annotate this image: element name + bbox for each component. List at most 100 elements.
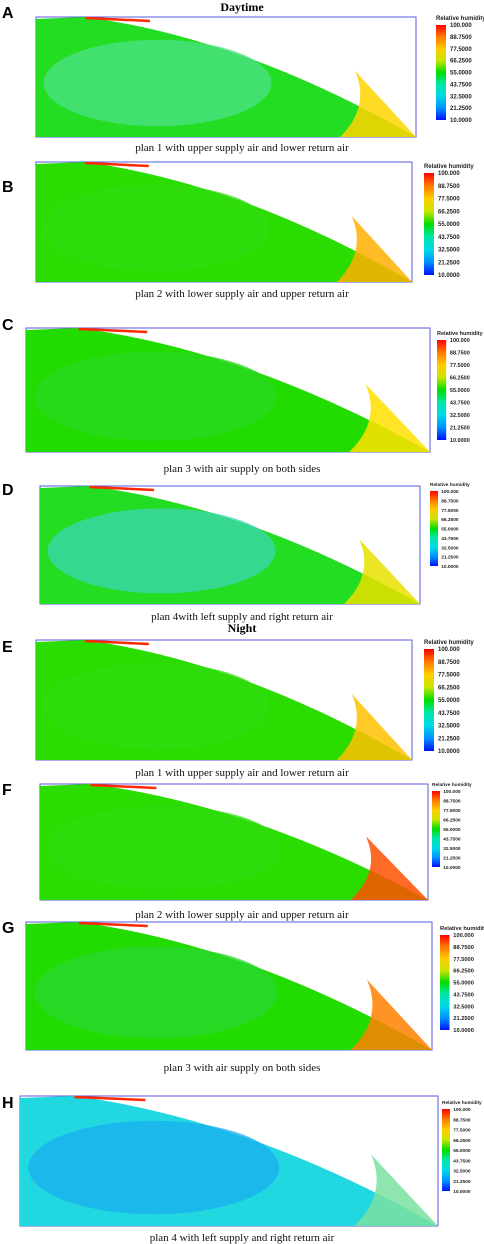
legend-tick-label: 43.7500 <box>443 837 461 843</box>
legend-colorbar <box>424 649 434 751</box>
legend-tick-label: 32.5000 <box>450 413 470 419</box>
legend-colorbar <box>436 25 446 120</box>
legend-title: Relative humidity <box>436 16 484 22</box>
legend-tick-label: 77.5000 <box>438 673 460 679</box>
panel-letter: E <box>2 639 13 656</box>
legend-colorbar <box>430 491 438 566</box>
legend-tick-label: 100.000 <box>450 23 472 29</box>
legend-tick-label: 88.7500 <box>453 945 474 951</box>
legend-tick-label: 66.2500 <box>450 59 472 65</box>
legend-tick-label: 55.0000 <box>453 1148 471 1154</box>
legend-tick-label: 55.0000 <box>450 71 472 77</box>
panel-letter: F <box>2 782 12 799</box>
panel-caption: plan 1 with upper supply air and lower r… <box>135 142 349 154</box>
panel-caption: plan 4with left supply and right return … <box>151 611 333 623</box>
humidity-zone-high <box>350 979 432 1050</box>
legend-tick-label: 10.0000 <box>443 865 461 871</box>
legend-colorbar <box>442 1109 450 1191</box>
legend-tick-label: 43.7500 <box>441 536 459 542</box>
humidity-ridge <box>84 161 149 168</box>
legend-title: Relative humidity <box>432 782 472 788</box>
humidity-ridge <box>78 921 148 928</box>
humidity-ridge <box>78 327 148 334</box>
humidity-zone-interior <box>34 351 277 441</box>
legend-tick-label: 66.2500 <box>438 685 460 691</box>
legend-tick-label: 77.5000 <box>453 1128 471 1134</box>
legend-tick-label: 66.2500 <box>443 818 461 824</box>
panel-letter: G <box>2 920 14 937</box>
legend-tick-label: 88.7500 <box>453 1117 471 1123</box>
legend-tick-label: 32.5000 <box>453 1004 474 1010</box>
legend-title: Relative humidity <box>440 926 484 932</box>
legend-colorbar <box>432 791 440 867</box>
humidity-zone-high <box>354 1154 438 1226</box>
legend-title: Relative humidity <box>424 164 474 170</box>
legend-tick-label: 66.2500 <box>453 1138 471 1144</box>
panel-letter: C <box>2 317 14 334</box>
legend-tick-label: 32.5000 <box>453 1169 471 1175</box>
legend-tick-label: 55.0000 <box>441 527 459 533</box>
legend-tick-label: 66.2500 <box>450 376 470 382</box>
legend-tick-label: 10.0000 <box>438 273 460 279</box>
humidity-zone-high <box>350 836 428 900</box>
legend-title: Relative humidity <box>437 331 484 337</box>
legend-tick-label: 43.7500 <box>453 992 474 998</box>
legend-tick-label: 21.2500 <box>438 736 460 742</box>
legend-tick-label: 55.0000 <box>453 981 474 987</box>
legend-tick-label: 88.7500 <box>438 660 460 666</box>
legend-tick-label: 10.0000 <box>441 564 459 570</box>
humidity-ridge <box>89 485 155 492</box>
humidity-zone-high <box>349 383 430 452</box>
legend-tick-label: 43.7500 <box>453 1158 471 1164</box>
legend-tick-label: 100.000 <box>453 1107 471 1113</box>
panel-caption: plan 4 with left supply and right return… <box>150 1232 335 1244</box>
panel-caption: plan 3 with air supply on both sides <box>164 463 321 475</box>
humidity-zone-high <box>340 71 416 137</box>
legend-tick-label: 66.2500 <box>438 209 460 215</box>
legend-tick-label: 100.000 <box>441 489 459 495</box>
legend-tick-label: 10.0000 <box>453 1028 474 1034</box>
humidity-ridge <box>85 16 151 23</box>
legend-title: Relative humidity <box>442 1100 482 1106</box>
legend-tick-label: 77.5000 <box>453 957 474 963</box>
humidity-zone-high <box>336 216 412 282</box>
legend-tick-label: 43.7500 <box>438 711 460 717</box>
legend-tick-label: 77.5000 <box>438 197 460 203</box>
legend-tick-label: 66.2500 <box>453 969 474 975</box>
legend-tick-label: 55.0000 <box>438 698 460 704</box>
legend-tick-label: 88.7500 <box>443 799 461 805</box>
section-title-night: Night <box>227 621 257 635</box>
legend-tick-label: 100.000 <box>443 789 461 795</box>
legend-tick-label: 32.5000 <box>450 94 472 100</box>
legend-tick-label: 77.5000 <box>450 363 470 369</box>
humidity-zone-interior <box>47 806 281 890</box>
legend-colorbar <box>437 340 447 440</box>
legend-tick-label: 77.5000 <box>443 808 461 814</box>
legend-tick-label: 100.000 <box>450 338 470 344</box>
legend-tick-label: 21.2500 <box>450 106 472 112</box>
humidity-zone-interior <box>43 662 270 750</box>
legend-tick-label: 88.7500 <box>438 184 460 190</box>
legend-tick-label: 21.2500 <box>453 1179 471 1185</box>
legend-tick-label: 88.7500 <box>441 498 459 504</box>
legend-tick-label: 10.0000 <box>453 1189 471 1195</box>
section-title-daytime: Daytime <box>220 0 264 14</box>
legend-colorbar <box>440 935 450 1030</box>
humidity-zone-high <box>344 539 420 604</box>
legend-tick-label: 10.0000 <box>450 438 470 444</box>
legend-tick-label: 55.0000 <box>443 827 461 833</box>
legend-tick-label: 100.000 <box>438 647 460 653</box>
panel-caption: plan 2 with lower supply air and upper r… <box>135 288 349 300</box>
legend-tick-label: 43.7500 <box>450 82 472 88</box>
